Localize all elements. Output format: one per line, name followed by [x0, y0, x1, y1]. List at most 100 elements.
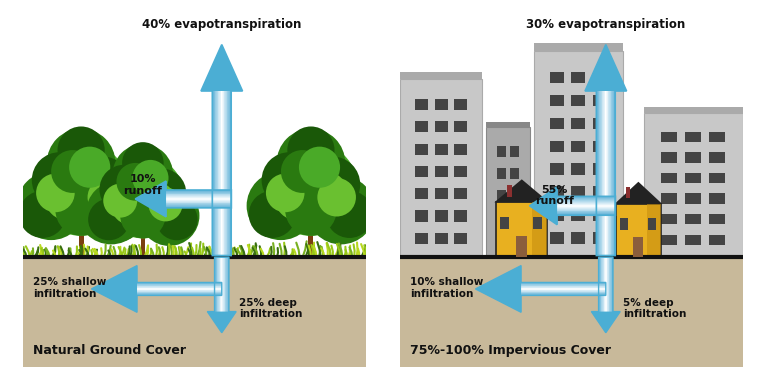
- Circle shape: [36, 174, 75, 212]
- Bar: [454, 233, 467, 244]
- Bar: [137, 292, 222, 293]
- Bar: [415, 188, 427, 199]
- Bar: [166, 197, 232, 198]
- Bar: [309, 234, 313, 257]
- Circle shape: [261, 152, 317, 208]
- Bar: [661, 235, 677, 245]
- Bar: [648, 218, 656, 230]
- Polygon shape: [530, 187, 557, 225]
- Bar: [557, 206, 616, 207]
- Circle shape: [266, 174, 305, 212]
- Bar: [230, 91, 231, 255]
- Bar: [597, 91, 598, 255]
- Text: 40% evapotranspiration: 40% evapotranspiration: [142, 18, 302, 31]
- Bar: [572, 118, 585, 129]
- Circle shape: [110, 184, 152, 225]
- Bar: [661, 132, 677, 142]
- Bar: [602, 91, 603, 255]
- Bar: [137, 285, 222, 286]
- Text: 10%
runoff: 10% runoff: [123, 174, 162, 196]
- Bar: [485, 127, 530, 257]
- Bar: [521, 292, 606, 293]
- Bar: [496, 202, 547, 257]
- Bar: [166, 207, 232, 208]
- Circle shape: [56, 184, 107, 236]
- Text: 75%-100% Impervious Cover: 75%-100% Impervious Cover: [410, 344, 611, 357]
- Bar: [686, 152, 701, 163]
- Circle shape: [113, 144, 173, 204]
- Bar: [213, 91, 214, 255]
- Bar: [557, 204, 616, 205]
- Bar: [415, 233, 427, 244]
- Bar: [521, 283, 606, 284]
- Bar: [228, 91, 229, 255]
- Bar: [572, 209, 585, 221]
- Polygon shape: [91, 266, 137, 312]
- Bar: [604, 91, 605, 255]
- Bar: [435, 143, 447, 155]
- Bar: [557, 196, 616, 197]
- Bar: [550, 141, 564, 152]
- Bar: [454, 188, 467, 199]
- Bar: [709, 214, 725, 224]
- Bar: [521, 293, 606, 294]
- Circle shape: [248, 191, 296, 238]
- Bar: [605, 91, 606, 255]
- Circle shape: [137, 168, 186, 218]
- Bar: [521, 286, 606, 287]
- Bar: [415, 166, 427, 177]
- Circle shape: [326, 191, 373, 238]
- Bar: [435, 233, 447, 244]
- Text: 25% deep
infiltration: 25% deep infiltration: [239, 298, 303, 320]
- Bar: [533, 51, 623, 257]
- Polygon shape: [495, 179, 549, 202]
- Bar: [521, 291, 606, 292]
- Bar: [435, 99, 447, 110]
- Bar: [454, 210, 467, 222]
- Bar: [686, 193, 701, 204]
- Bar: [709, 235, 725, 245]
- Circle shape: [137, 182, 175, 219]
- Bar: [500, 217, 510, 229]
- Bar: [497, 146, 506, 157]
- Bar: [661, 214, 677, 224]
- Bar: [166, 204, 232, 205]
- Bar: [686, 214, 701, 224]
- Bar: [511, 212, 520, 222]
- Bar: [435, 210, 447, 222]
- Bar: [511, 146, 520, 157]
- Bar: [661, 152, 677, 163]
- Bar: [603, 91, 604, 255]
- Bar: [709, 193, 725, 204]
- Bar: [593, 95, 607, 106]
- Bar: [593, 72, 607, 83]
- Bar: [557, 207, 616, 208]
- Circle shape: [133, 160, 168, 196]
- Bar: [661, 173, 677, 183]
- Circle shape: [88, 178, 126, 217]
- Bar: [137, 287, 222, 288]
- Bar: [550, 209, 564, 221]
- Bar: [550, 232, 564, 244]
- Bar: [550, 118, 564, 129]
- Circle shape: [32, 152, 88, 208]
- Bar: [220, 91, 221, 255]
- Bar: [550, 72, 564, 83]
- Bar: [521, 294, 606, 295]
- Polygon shape: [201, 44, 242, 91]
- Bar: [686, 173, 701, 183]
- Bar: [511, 233, 520, 244]
- Bar: [521, 290, 606, 291]
- Bar: [610, 91, 611, 255]
- Bar: [137, 293, 222, 294]
- Bar: [533, 217, 543, 229]
- Circle shape: [117, 163, 154, 201]
- Bar: [612, 91, 613, 255]
- Bar: [557, 197, 616, 198]
- Bar: [400, 72, 482, 79]
- Bar: [593, 118, 607, 129]
- Bar: [166, 190, 232, 191]
- Bar: [600, 91, 601, 255]
- Bar: [166, 200, 232, 201]
- Bar: [521, 285, 606, 286]
